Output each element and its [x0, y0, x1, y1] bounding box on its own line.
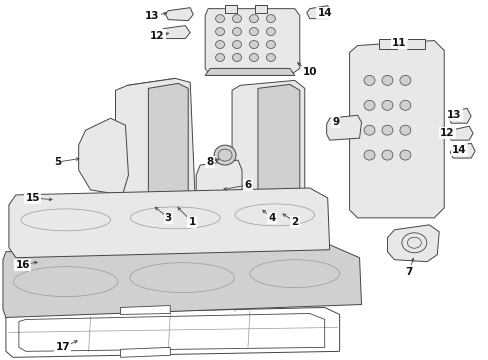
Polygon shape [306, 6, 331, 19]
Ellipse shape [381, 150, 392, 160]
Polygon shape [115, 78, 195, 215]
Ellipse shape [249, 54, 258, 62]
Polygon shape [349, 41, 443, 218]
Text: 5: 5 [54, 157, 61, 167]
Ellipse shape [399, 75, 410, 85]
Text: 12: 12 [439, 128, 453, 138]
Ellipse shape [215, 28, 224, 36]
Ellipse shape [363, 125, 374, 135]
Ellipse shape [215, 41, 224, 49]
Text: 14: 14 [451, 145, 466, 155]
Text: 7: 7 [405, 267, 412, 276]
Text: 2: 2 [290, 217, 298, 227]
Text: 16: 16 [16, 260, 30, 270]
Polygon shape [447, 126, 472, 140]
Text: 13: 13 [446, 110, 461, 120]
Bar [224, 5, 237, 13]
Polygon shape [3, 245, 361, 318]
Text: 10: 10 [302, 67, 316, 77]
Polygon shape [196, 160, 242, 220]
Ellipse shape [215, 54, 224, 62]
Bar [379, 39, 397, 49]
Bar [254, 5, 266, 13]
Ellipse shape [399, 150, 410, 160]
Text: 8: 8 [206, 157, 213, 167]
Ellipse shape [363, 75, 374, 85]
Ellipse shape [232, 15, 241, 23]
Ellipse shape [249, 15, 258, 23]
Polygon shape [447, 108, 470, 123]
Ellipse shape [399, 125, 410, 135]
Ellipse shape [232, 54, 241, 62]
Text: 11: 11 [391, 37, 406, 48]
Ellipse shape [266, 15, 275, 23]
Text: 14: 14 [317, 8, 331, 18]
Ellipse shape [249, 41, 258, 49]
Polygon shape [205, 9, 299, 75]
Polygon shape [205, 68, 294, 75]
Ellipse shape [266, 54, 275, 62]
Polygon shape [79, 118, 128, 195]
Ellipse shape [399, 100, 410, 110]
Ellipse shape [363, 100, 374, 110]
Text: 1: 1 [188, 217, 195, 227]
Text: 4: 4 [267, 213, 275, 223]
Polygon shape [9, 188, 329, 258]
Polygon shape [449, 143, 474, 158]
Text: 3: 3 [164, 213, 172, 223]
Text: 17: 17 [55, 342, 70, 352]
Polygon shape [386, 225, 438, 262]
Polygon shape [120, 306, 170, 315]
Ellipse shape [249, 28, 258, 36]
Text: 9: 9 [331, 117, 339, 127]
Ellipse shape [266, 41, 275, 49]
Text: 6: 6 [244, 180, 251, 190]
Polygon shape [148, 84, 188, 210]
Ellipse shape [381, 75, 392, 85]
Polygon shape [165, 8, 193, 21]
Polygon shape [232, 80, 304, 218]
Ellipse shape [232, 41, 241, 49]
Bar [407, 39, 425, 49]
Ellipse shape [215, 15, 224, 23]
Polygon shape [160, 26, 190, 39]
Polygon shape [120, 347, 170, 357]
Ellipse shape [266, 28, 275, 36]
Ellipse shape [381, 100, 392, 110]
Ellipse shape [363, 150, 374, 160]
Text: 12: 12 [150, 31, 164, 41]
Ellipse shape [381, 125, 392, 135]
Ellipse shape [232, 28, 241, 36]
Text: 15: 15 [25, 193, 40, 203]
Polygon shape [258, 84, 299, 212]
Polygon shape [326, 115, 361, 140]
Ellipse shape [214, 145, 236, 165]
Text: 13: 13 [145, 11, 159, 21]
